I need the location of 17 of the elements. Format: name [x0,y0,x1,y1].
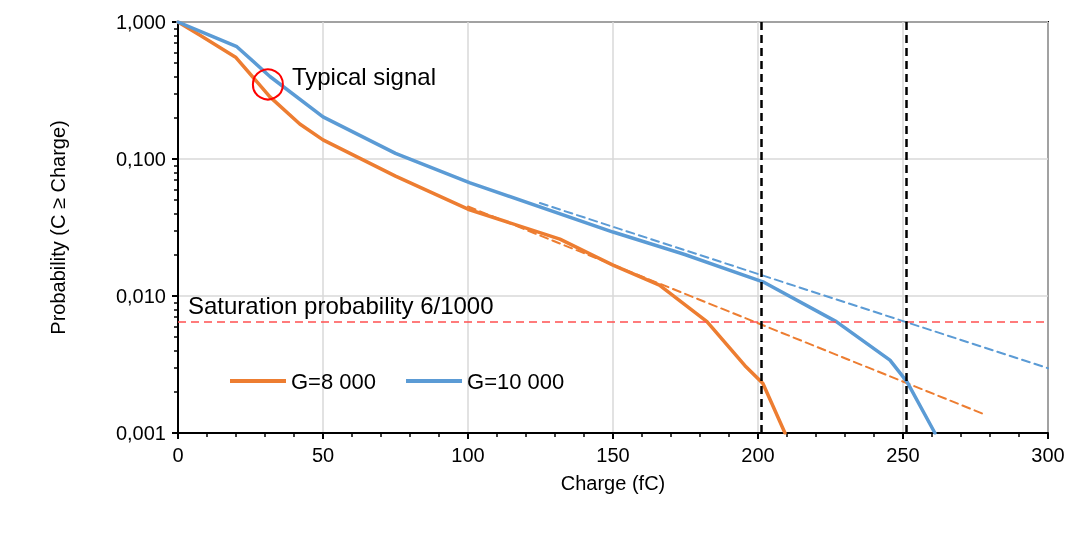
x-tick-label: 300 [1031,444,1065,466]
y-axis-title: Probability (C ≥ Charge) [47,120,69,335]
y-tick-label: 0,100 [115,148,166,170]
legend-label: G=10 000 [467,368,565,394]
ref-line-label: Saturation probability 6/1000 [188,292,494,320]
annotation: Typical signal [291,62,436,90]
y-tick-label: 1,000 [115,11,166,33]
x-tick-label: 50 [311,444,335,466]
x-axis-title: Charge (fC) [560,472,666,494]
x-tick-label: 0 [172,444,184,466]
y-tick-label: 0,010 [115,285,166,307]
x-tick-label: 200 [741,444,775,466]
y-tick-label: 0,001 [115,422,166,444]
x-tick-label: 150 [596,444,630,466]
legend-label: G=8 000 [291,368,377,394]
x-tick-label: 250 [886,444,920,466]
x-tick-label: 100 [451,444,485,466]
